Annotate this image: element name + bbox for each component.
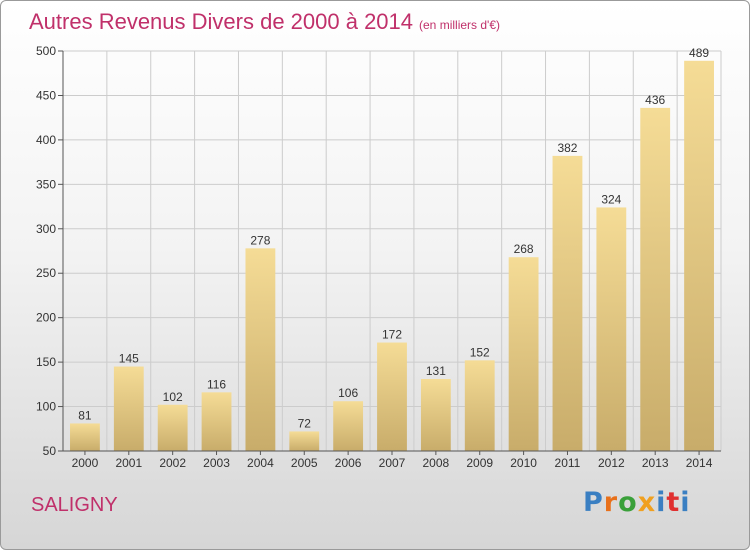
x-tick-label: 2012: [598, 456, 625, 470]
logo-letter: i: [680, 487, 691, 518]
logo-letter: r: [603, 487, 619, 518]
x-tick-label: 2014: [686, 456, 713, 470]
bar-value-label: 278: [250, 233, 270, 247]
bar: [464, 360, 495, 451]
x-tick-label: 2013: [642, 456, 669, 470]
logo-letter: i: [656, 487, 667, 518]
y-tick-label: 450: [36, 88, 56, 102]
bar: [377, 342, 407, 451]
logo-letter: P: [583, 487, 604, 518]
bar: [552, 155, 583, 451]
proxiti-logo: Proxiti: [583, 487, 691, 518]
logo-letter: o: [618, 487, 638, 518]
bar: [508, 257, 539, 451]
bar-value-label: 489: [689, 46, 709, 60]
bar-value-label: 131: [426, 364, 446, 378]
bar: [113, 366, 144, 451]
x-tick-label: 2005: [291, 456, 318, 470]
bar: [333, 401, 364, 451]
y-tick-label: 150: [36, 355, 56, 369]
bar: [289, 431, 320, 451]
bar-value-label: 436: [645, 93, 665, 107]
y-tick-label: 50: [43, 444, 57, 458]
bar-value-label: 102: [163, 390, 183, 404]
bar: [201, 392, 232, 451]
bar-value-label: 106: [338, 386, 358, 400]
bar: [245, 248, 276, 451]
x-tick-label: 2009: [466, 456, 493, 470]
bar-value-label: 72: [298, 416, 312, 430]
bar-value-label: 152: [470, 345, 490, 359]
x-tick-label: 2001: [115, 456, 142, 470]
bar-value-label: 268: [514, 242, 534, 256]
chart-title-text: Autres Revenus Divers de 2000 à 2014: [29, 9, 414, 34]
bar: [596, 207, 627, 451]
y-tick-label: 300: [36, 222, 56, 236]
bar-value-label: 172: [382, 328, 402, 342]
y-tick-label: 500: [36, 44, 56, 58]
y-tick-label: 100: [36, 400, 56, 414]
bar-value-label: 116: [207, 377, 226, 391]
location-label: SALIGNY: [31, 494, 118, 516]
bar-value-label: 81: [78, 408, 92, 422]
x-tick-label: 2011: [555, 456, 581, 470]
logo-letter: x: [637, 487, 657, 518]
x-tick-label: 2000: [72, 456, 99, 470]
bar: [684, 60, 714, 452]
bar: [157, 404, 188, 451]
bar: [420, 379, 451, 451]
y-tick-label: 200: [36, 311, 56, 325]
x-tick-label: 2007: [379, 456, 406, 470]
x-tick-label: 2008: [423, 456, 450, 470]
bar-value-label: 324: [601, 192, 621, 206]
y-tick-label: 250: [36, 266, 56, 280]
logo-letter: t: [666, 487, 681, 518]
x-tick-label: 2010: [510, 456, 537, 470]
bar: [640, 107, 671, 451]
x-tick-label: 2006: [335, 456, 362, 470]
chart-subtitle: (en milliers d'€): [419, 18, 500, 32]
y-tick-label: 400: [36, 133, 56, 147]
y-tick-label: 350: [36, 177, 56, 191]
x-tick-label: 2002: [159, 456, 186, 470]
x-tick-label: 2003: [203, 456, 230, 470]
bar-value-label: 382: [557, 141, 577, 155]
bar-value-label: 145: [119, 352, 139, 366]
bar: [70, 423, 100, 451]
chart-title: Autres Revenus Divers de 2000 à 2014 (en …: [29, 9, 500, 35]
x-tick-label: 2004: [247, 456, 274, 470]
